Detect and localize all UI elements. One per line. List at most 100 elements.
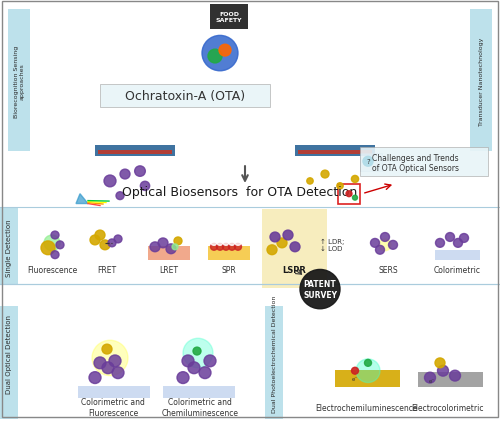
Circle shape <box>270 233 280 242</box>
Circle shape <box>112 367 124 379</box>
Text: SERS: SERS <box>378 265 398 274</box>
Bar <box>210 5 248 29</box>
Circle shape <box>202 36 238 72</box>
Text: Colorimetric and
Fluorescence: Colorimetric and Fluorescence <box>81 397 145 417</box>
Circle shape <box>120 170 130 179</box>
Circle shape <box>352 176 358 183</box>
Circle shape <box>337 183 343 190</box>
Circle shape <box>300 270 340 309</box>
Bar <box>0 208 18 285</box>
Circle shape <box>177 372 189 383</box>
Bar <box>68 181 338 201</box>
Text: Challenges and Trends
of OTA Optical Sensors: Challenges and Trends of OTA Optical Sen… <box>372 153 458 173</box>
Circle shape <box>92 340 128 376</box>
Circle shape <box>100 240 110 250</box>
Circle shape <box>380 233 390 242</box>
Circle shape <box>44 236 60 251</box>
Circle shape <box>436 239 444 248</box>
Text: e⁻: e⁻ <box>429 378 435 383</box>
Circle shape <box>267 245 277 255</box>
Text: Transducer Nanotechnology: Transducer Nanotechnology <box>478 37 484 126</box>
Text: ↑ LDR;
↓ LOD: ↑ LDR; ↓ LOD <box>320 239 344 252</box>
Circle shape <box>228 244 235 250</box>
Text: e⁻: e⁻ <box>352 376 358 381</box>
Circle shape <box>364 360 372 366</box>
Text: SPR: SPR <box>222 265 236 274</box>
Circle shape <box>307 178 313 184</box>
Circle shape <box>346 191 352 197</box>
Bar <box>470 10 492 152</box>
Text: Dual Photoelectrochemical Detection: Dual Photoelectrochemical Detection <box>272 295 276 412</box>
Bar <box>335 370 400 388</box>
Bar <box>0 306 18 419</box>
Circle shape <box>172 244 178 250</box>
Circle shape <box>102 362 114 374</box>
Circle shape <box>193 347 201 355</box>
Bar <box>360 147 488 177</box>
Bar <box>435 250 480 260</box>
Circle shape <box>51 232 59 239</box>
Circle shape <box>116 192 124 200</box>
Circle shape <box>234 244 242 250</box>
Bar <box>338 184 360 204</box>
Text: Electrocolorimetric: Electrocolorimetric <box>412 403 484 412</box>
Circle shape <box>183 339 213 368</box>
Bar <box>418 372 483 388</box>
Text: FRET: FRET <box>98 265 116 274</box>
Text: Colorimetric and
Chemiluminescence: Colorimetric and Chemiluminescence <box>162 397 238 417</box>
Circle shape <box>140 182 149 191</box>
Circle shape <box>222 244 230 250</box>
Text: Optical Biosensors  for OTA Detection: Optical Biosensors for OTA Detection <box>122 186 358 199</box>
Text: FOOD
SAFETY: FOOD SAFETY <box>216 12 242 23</box>
Circle shape <box>352 367 358 374</box>
Circle shape <box>94 357 106 369</box>
Circle shape <box>376 246 384 255</box>
Circle shape <box>90 236 100 245</box>
Circle shape <box>352 196 358 201</box>
Text: ?: ? <box>366 159 370 165</box>
Polygon shape <box>76 194 88 204</box>
Text: LRET: LRET <box>160 265 178 274</box>
Circle shape <box>108 239 116 247</box>
Text: LSPR: LSPR <box>282 265 306 274</box>
Bar <box>265 306 283 419</box>
Circle shape <box>388 241 398 250</box>
Circle shape <box>277 239 287 248</box>
Circle shape <box>210 239 218 246</box>
Bar <box>298 151 372 155</box>
Circle shape <box>460 234 468 243</box>
Bar <box>262 210 327 288</box>
Circle shape <box>56 242 64 249</box>
Bar <box>78 386 150 398</box>
Circle shape <box>208 50 222 64</box>
Circle shape <box>435 358 445 368</box>
Circle shape <box>438 366 448 376</box>
Text: Colorimetric: Colorimetric <box>434 265 480 274</box>
Circle shape <box>454 239 462 248</box>
Circle shape <box>370 239 380 248</box>
Circle shape <box>424 372 436 383</box>
Circle shape <box>228 239 235 246</box>
Bar <box>98 151 172 155</box>
Text: Ochratoxin-A (OTA): Ochratoxin-A (OTA) <box>125 89 245 103</box>
Circle shape <box>104 176 116 187</box>
Bar <box>163 386 235 398</box>
Circle shape <box>222 239 230 246</box>
Circle shape <box>234 239 242 246</box>
Text: Biorecognition Sensing
approaches: Biorecognition Sensing approaches <box>14 46 24 118</box>
Bar <box>208 246 250 260</box>
Text: Electrochemiluminescence: Electrochemiluminescence <box>316 403 418 412</box>
Circle shape <box>114 236 122 243</box>
Circle shape <box>150 242 160 252</box>
Bar <box>295 145 375 157</box>
Circle shape <box>102 344 112 354</box>
Bar <box>360 154 382 172</box>
Circle shape <box>89 372 101 383</box>
Circle shape <box>216 244 224 250</box>
Circle shape <box>134 167 145 177</box>
Circle shape <box>210 244 218 250</box>
Circle shape <box>182 355 194 367</box>
Bar <box>95 145 175 157</box>
Circle shape <box>188 362 200 374</box>
Bar <box>148 246 190 260</box>
